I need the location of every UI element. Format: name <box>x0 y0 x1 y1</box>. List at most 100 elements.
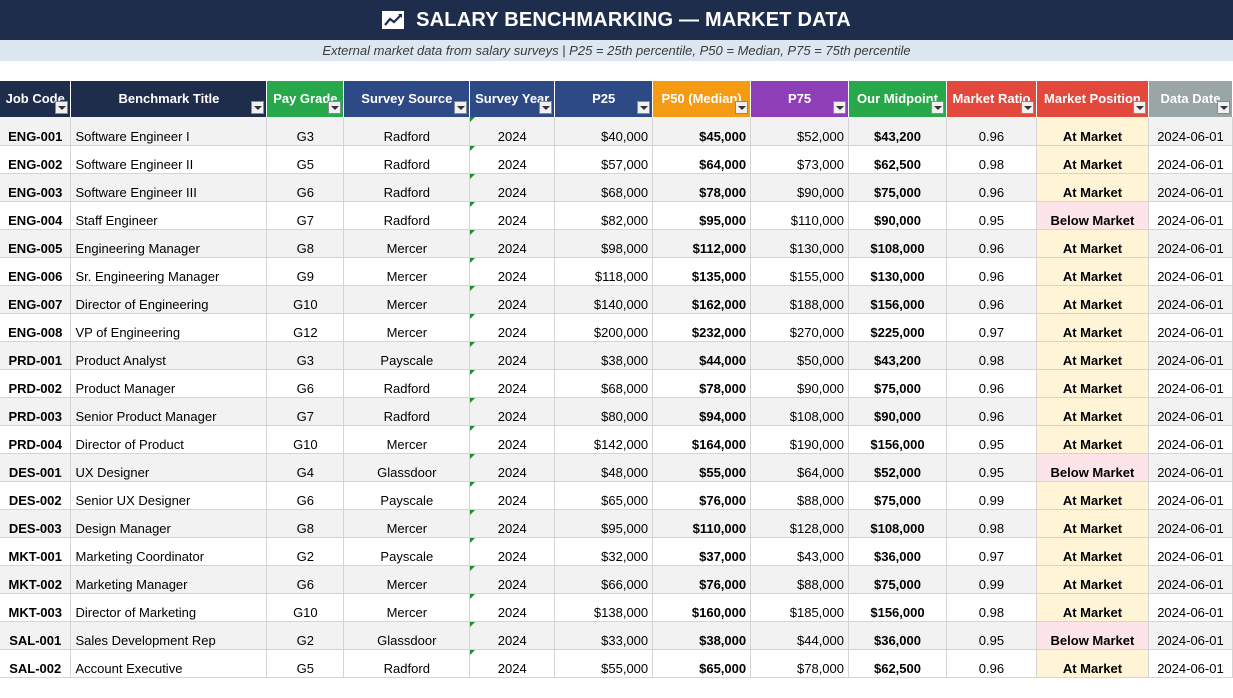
cell-p50[interactable]: $44,000 <box>652 341 752 370</box>
cell-mid[interactable]: $225,000 <box>848 313 947 342</box>
cell-position[interactable]: At Market <box>1036 229 1149 258</box>
cell-code[interactable]: ENG-002 <box>0 145 72 174</box>
cell-p75[interactable]: $185,000 <box>750 593 849 622</box>
cell-p25[interactable]: $38,000 <box>554 341 654 370</box>
cell-code[interactable]: ENG-006 <box>0 257 72 286</box>
column-header-p25[interactable]: P25 <box>554 81 654 117</box>
cell-code[interactable]: DES-001 <box>0 453 72 482</box>
cell-position[interactable]: At Market <box>1036 313 1149 342</box>
cell-position[interactable]: At Market <box>1036 285 1149 314</box>
filter-dropdown-icon[interactable] <box>251 101 265 114</box>
cell-p75[interactable]: $44,000 <box>750 621 849 650</box>
cell-grade[interactable]: G10 <box>266 593 345 622</box>
cell-p75[interactable]: $108,000 <box>750 397 849 426</box>
cell-p75[interactable]: $64,000 <box>750 453 849 482</box>
cell-code[interactable]: ENG-007 <box>0 285 72 314</box>
cell-source[interactable]: Glassdoor <box>343 453 471 482</box>
cell-year[interactable]: 2024 <box>469 565 556 594</box>
cell-p50[interactable]: $65,000 <box>652 649 752 678</box>
cell-ratio[interactable]: 0.95 <box>946 201 1037 230</box>
cell-mid[interactable]: $75,000 <box>848 565 947 594</box>
cell-ratio[interactable]: 0.96 <box>946 369 1037 398</box>
cell-year[interactable]: 2024 <box>469 369 556 398</box>
cell-title[interactable]: Engineering Manager <box>70 229 268 258</box>
cell-title[interactable]: Senior UX Designer <box>70 481 268 510</box>
cell-title[interactable]: Director of Marketing <box>70 593 268 622</box>
cell-position[interactable]: At Market <box>1036 173 1149 202</box>
cell-source[interactable]: Radford <box>343 369 471 398</box>
cell-title[interactable]: Staff Engineer <box>70 201 268 230</box>
cell-code[interactable]: ENG-001 <box>0 117 72 146</box>
filter-dropdown-icon[interactable] <box>637 101 651 114</box>
cell-code[interactable]: DES-002 <box>0 481 72 510</box>
cell-p75[interactable]: $52,000 <box>750 117 849 146</box>
cell-ratio[interactable]: 0.96 <box>946 173 1037 202</box>
cell-grade[interactable]: G12 <box>266 313 345 342</box>
cell-p25[interactable]: $32,000 <box>554 537 654 566</box>
column-header-mid[interactable]: Our Midpoint <box>848 81 947 117</box>
cell-source[interactable]: Radford <box>343 117 471 146</box>
cell-date[interactable]: 2024-06-01 <box>1148 229 1233 258</box>
cell-grade[interactable]: G4 <box>266 453 345 482</box>
cell-title[interactable]: Software Engineer I <box>70 117 268 146</box>
cell-grade[interactable]: G2 <box>266 621 345 650</box>
cell-grade[interactable]: G3 <box>266 341 345 370</box>
cell-position[interactable]: Below Market <box>1036 201 1149 230</box>
cell-p25[interactable]: $55,000 <box>554 649 654 678</box>
cell-title[interactable]: Marketing Coordinator <box>70 537 268 566</box>
cell-p50[interactable]: $76,000 <box>652 481 752 510</box>
cell-p25[interactable]: $68,000 <box>554 369 654 398</box>
cell-code[interactable]: ENG-003 <box>0 173 72 202</box>
cell-date[interactable]: 2024-06-01 <box>1148 481 1233 510</box>
cell-source[interactable]: Mercer <box>343 257 471 286</box>
cell-source[interactable]: Radford <box>343 397 471 426</box>
column-header-year[interactable]: Survey Year <box>469 81 556 117</box>
cell-p50[interactable]: $64,000 <box>652 145 752 174</box>
cell-date[interactable]: 2024-06-01 <box>1148 509 1233 538</box>
cell-source[interactable]: Payscale <box>343 341 471 370</box>
column-header-grade[interactable]: Pay Grade <box>266 81 345 117</box>
cell-title[interactable]: Sr. Engineering Manager <box>70 257 268 286</box>
cell-p75[interactable]: $130,000 <box>750 229 849 258</box>
cell-ratio[interactable]: 0.96 <box>946 285 1037 314</box>
cell-ratio[interactable]: 0.96 <box>946 397 1037 426</box>
cell-p75[interactable]: $88,000 <box>750 565 849 594</box>
cell-title[interactable]: Account Executive <box>70 649 268 678</box>
cell-grade[interactable]: G5 <box>266 145 345 174</box>
cell-grade[interactable]: G10 <box>266 285 345 314</box>
cell-date[interactable]: 2024-06-01 <box>1148 145 1233 174</box>
cell-mid[interactable]: $75,000 <box>848 369 947 398</box>
cell-p25[interactable]: $80,000 <box>554 397 654 426</box>
cell-p50[interactable]: $45,000 <box>652 117 752 146</box>
cell-date[interactable]: 2024-06-01 <box>1148 537 1233 566</box>
cell-ratio[interactable]: 0.98 <box>946 509 1037 538</box>
cell-year[interactable]: 2024 <box>469 593 556 622</box>
cell-p50[interactable]: $160,000 <box>652 593 752 622</box>
cell-ratio[interactable]: 0.98 <box>946 341 1037 370</box>
cell-p50[interactable]: $76,000 <box>652 565 752 594</box>
cell-p50[interactable]: $37,000 <box>652 537 752 566</box>
filter-dropdown-icon[interactable] <box>1132 101 1146 114</box>
cell-date[interactable]: 2024-06-01 <box>1148 313 1233 342</box>
cell-ratio[interactable]: 0.98 <box>946 593 1037 622</box>
cell-source[interactable]: Glassdoor <box>343 621 471 650</box>
filter-dropdown-icon[interactable] <box>328 101 342 114</box>
cell-p75[interactable]: $270,000 <box>750 313 849 342</box>
cell-code[interactable]: DES-003 <box>0 509 72 538</box>
cell-grade[interactable]: G8 <box>266 509 345 538</box>
cell-p75[interactable]: $190,000 <box>750 425 849 454</box>
filter-dropdown-icon[interactable] <box>454 101 468 114</box>
cell-date[interactable]: 2024-06-01 <box>1148 425 1233 454</box>
cell-p25[interactable]: $48,000 <box>554 453 654 482</box>
cell-year[interactable]: 2024 <box>469 425 556 454</box>
cell-ratio[interactable]: 0.97 <box>946 313 1037 342</box>
cell-position[interactable]: At Market <box>1036 481 1149 510</box>
cell-mid[interactable]: $90,000 <box>848 201 947 230</box>
cell-year[interactable]: 2024 <box>469 117 556 146</box>
cell-position[interactable]: At Market <box>1036 117 1149 146</box>
cell-position[interactable]: At Market <box>1036 369 1149 398</box>
cell-p25[interactable]: $57,000 <box>554 145 654 174</box>
column-header-title[interactable]: Benchmark Title <box>70 81 268 117</box>
cell-source[interactable]: Mercer <box>343 229 471 258</box>
cell-year[interactable]: 2024 <box>469 621 556 650</box>
